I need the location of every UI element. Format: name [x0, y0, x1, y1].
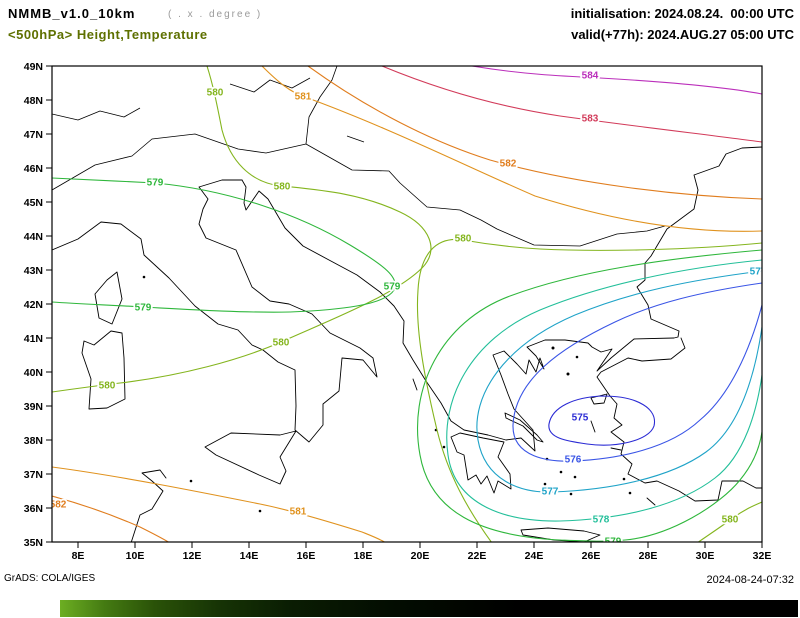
contour-label-580: 580: [99, 381, 116, 392]
contour-label-581: 581: [290, 507, 307, 518]
x-tick-label: 8E: [72, 550, 85, 562]
x-tick-label: 32E: [753, 550, 772, 562]
contour-label-577: 577: [750, 267, 767, 278]
x-tick-label: 30E: [696, 550, 715, 562]
contour-label-584: 584: [582, 71, 599, 82]
contour-label-580: 580: [273, 338, 290, 349]
coastline-turkey: [596, 337, 762, 502]
contour-layer: 584 583 582 582 581 581 580 580 580 580 580 580 579 5…: [50, 66, 767, 548]
contour-label-579: 579: [135, 303, 152, 314]
x-tick-label: 18E: [354, 550, 373, 562]
y-tick-label: 43N: [24, 265, 43, 277]
y-tick-label: 47N: [24, 129, 43, 141]
y-tick-label: 41N: [24, 333, 43, 345]
coastline-tunisia: [130, 469, 167, 542]
x-tick-label: 26E: [582, 550, 601, 562]
contour-label-582: 582: [500, 159, 517, 170]
contour-line-575: [548, 395, 656, 446]
contour-label-580: 580: [455, 234, 472, 245]
y-tick-label: 45N: [24, 197, 43, 209]
geography-layer: [52, 66, 762, 542]
axis-ticks-layer: 8E 10E 12E 14E 16E 18E 20E 22E 24E 26E 28E 30E 32E 49…: [24, 61, 772, 562]
generation-timestamp: 2024-08-24-07:32: [706, 574, 794, 586]
contour-line-576: [512, 282, 762, 462]
grid-resolution-note: ( . x . degree ): [168, 9, 263, 20]
border-north-center: [229, 77, 311, 93]
coastline-sardinia: [81, 330, 126, 410]
border-northwest: [52, 107, 141, 121]
contour-label-581: 581: [295, 92, 312, 103]
coastline-balkans-blacksea: [241, 146, 762, 452]
border-alps-danube: [52, 133, 666, 247]
contour-line-578: [446, 259, 762, 522]
y-tick-label: 42N: [24, 299, 43, 311]
coastline-italy: [52, 179, 378, 443]
x-tick-label: 16E: [297, 550, 316, 562]
x-tick-label: 22E: [468, 550, 487, 562]
contour-line-581: [261, 66, 762, 232]
field-title: <500hPa> Height,Temperature: [8, 27, 208, 42]
contour-line-579: [52, 177, 396, 313]
contour-line-580: [416, 238, 762, 542]
contour-line-580: [697, 501, 762, 542]
contour-line-577: [476, 270, 762, 493]
x-tick-label: 12E: [183, 550, 202, 562]
y-tick-label: 38N: [24, 435, 43, 447]
model-title: NMMB_v1.0_10km: [8, 6, 136, 21]
x-tick-label: 14E: [240, 550, 259, 562]
initialisation-time: initialisation: 2024.08.24. 00:00 UTC: [570, 6, 794, 21]
x-tick-label: 20E: [411, 550, 430, 562]
y-tick-label: 48N: [24, 95, 43, 107]
contour-line-579: [416, 249, 762, 542]
border-austria-north: [305, 66, 338, 145]
contour-label-577: 577: [542, 487, 559, 498]
contour-label-579: 579: [605, 537, 622, 548]
contour-label-575: 575: [572, 413, 589, 424]
coastline-euboea: [504, 412, 544, 443]
coastline-peloponnese: [450, 432, 512, 494]
contour-label-579: 579: [147, 178, 164, 189]
y-tick-label: 36N: [24, 503, 43, 515]
y-tick-label: 46N: [24, 163, 43, 175]
contour-label-578: 578: [593, 515, 610, 526]
coastline-corsica: [94, 271, 123, 325]
contour-label-580: 580: [207, 88, 224, 99]
contour-label-580: 580: [274, 182, 291, 193]
contour-line-582: [52, 495, 170, 542]
y-tick-label: 44N: [24, 231, 43, 243]
contour-line-580: [52, 66, 432, 393]
contour-line-583: [381, 66, 762, 143]
x-tick-label: 28E: [639, 550, 658, 562]
y-tick-label: 39N: [24, 401, 43, 413]
x-tick-label: 24E: [525, 550, 544, 562]
lake-balaton: [346, 135, 365, 143]
y-tick-label: 35N: [24, 537, 43, 549]
colorbar: [60, 600, 798, 617]
y-tick-label: 40N: [24, 367, 43, 379]
coastline-crete: [520, 527, 601, 542]
valid-time: valid(+77h): 2024.AUG.27 05:00 UTC: [571, 27, 794, 42]
contour-line-582: [307, 66, 762, 200]
contour-label-576: 576: [565, 455, 582, 466]
contour-label-580: 580: [722, 515, 739, 526]
island-slivers: [412, 378, 656, 506]
y-tick-label: 49N: [24, 61, 43, 73]
grads-credit: GrADS: COLA/IGES: [4, 573, 96, 584]
x-tick-label: 10E: [126, 550, 145, 562]
contour-label-583: 583: [582, 114, 599, 125]
coastline-lesbos: [590, 393, 608, 405]
contour-line-581: [52, 466, 386, 542]
contour-label-579: 579: [384, 282, 401, 293]
y-tick-label: 37N: [24, 469, 43, 481]
coastline-sicily: [204, 430, 297, 485]
contour-label-582: 582: [50, 500, 67, 511]
contour-line-584: [471, 66, 762, 95]
